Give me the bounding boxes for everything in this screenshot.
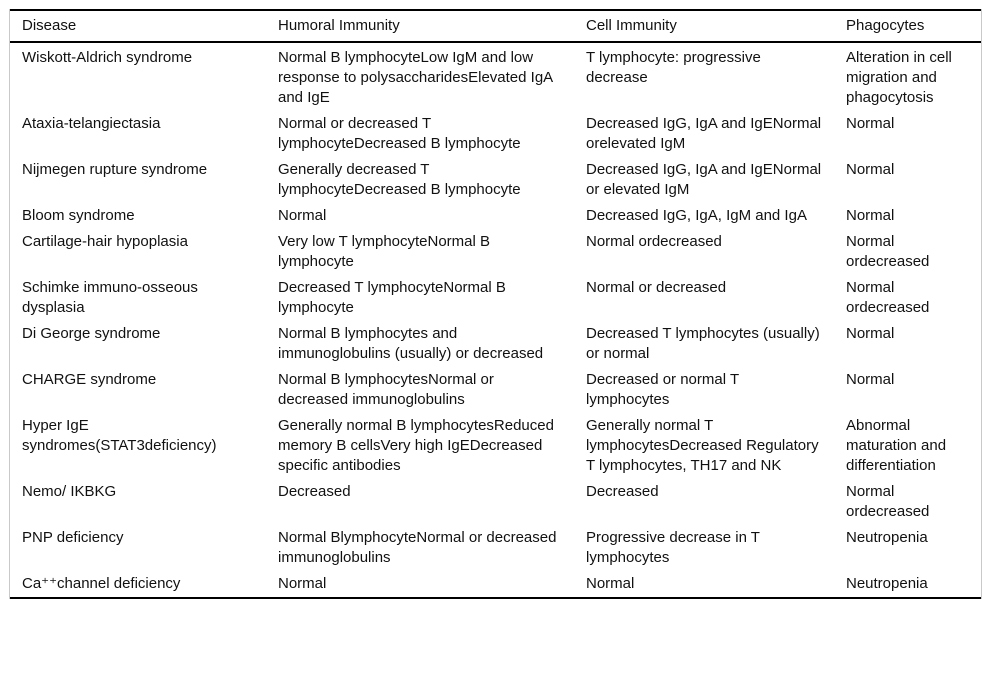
cell-cell-immunity: Decreased IgG, IgA and IgENormal or elev… bbox=[586, 161, 822, 198]
table-body: Wiskott-Aldrich syndrome Normal B lympho… bbox=[10, 42, 981, 598]
col-header-cell-immunity: Cell Immunity bbox=[586, 17, 677, 34]
cell-disease: Bloom syndrome bbox=[22, 207, 135, 224]
cell-disease: CHARGE syndrome bbox=[22, 371, 157, 388]
immunodeficiency-table-container: Disease Humoral Immunity Cell Immunity P… bbox=[9, 9, 982, 599]
cell-cell-immunity: Decreased IgG, IgA, IgM and IgA bbox=[586, 207, 807, 224]
cell-cell-immunity: Normal or decreased bbox=[586, 279, 727, 296]
cell-humoral: Normal B lymphocyteLow IgM and low respo… bbox=[278, 49, 553, 106]
cell-humoral: Very low T lymphocyteNormal B lymphocyte bbox=[278, 233, 491, 270]
cell-phagocytes: Alteration in cell migration and phagocy… bbox=[846, 49, 952, 106]
col-header-humoral-immunity: Humoral Immunity bbox=[278, 17, 400, 34]
table-row: Ataxia-telangiectasia Normal or decrease… bbox=[10, 111, 981, 157]
immunodeficiency-table: Disease Humoral Immunity Cell Immunity P… bbox=[10, 9, 981, 599]
cell-humoral: Normal bbox=[278, 575, 327, 592]
cell-phagocytes: Normal bbox=[846, 325, 895, 342]
table-row: Hyper IgE syndromes(STAT3deficiency) Gen… bbox=[10, 413, 981, 479]
cell-disease: Di George syndrome bbox=[22, 325, 161, 342]
header-row: Disease Humoral Immunity Cell Immunity P… bbox=[10, 10, 981, 42]
cell-cell-immunity: T lymphocyte: progressive decrease bbox=[586, 49, 761, 86]
cell-disease: Schimke immuno-osseous dysplasia bbox=[22, 279, 198, 316]
cell-cell-immunity: Decreased bbox=[586, 483, 659, 500]
cell-phagocytes: Normal ordecreased bbox=[846, 233, 930, 270]
cell-cell-immunity: Decreased or normal T lymphocytes bbox=[586, 371, 739, 408]
cell-phagocytes: Normal bbox=[846, 115, 895, 132]
cell-phagocytes: Abnormal maturation and differentiation bbox=[846, 417, 947, 474]
table-row: PNP deficiency Normal BlymphocyteNormal … bbox=[10, 525, 981, 571]
table-row: Di George syndrome Normal B lymphocytes … bbox=[10, 321, 981, 367]
cell-disease: Ataxia-telangiectasia bbox=[22, 115, 161, 132]
cell-humoral: Normal B lymphocytesNormal or decreased … bbox=[278, 371, 494, 408]
cell-disease: PNP deficiency bbox=[22, 529, 124, 546]
cell-humoral: Generally normal B lymphocytesReduced me… bbox=[278, 417, 554, 474]
cell-humoral: Normal BlymphocyteNormal or decreased im… bbox=[278, 529, 557, 566]
table-row: Bloom syndrome Normal Decreased IgG, IgA… bbox=[10, 203, 981, 229]
table-header: Disease Humoral Immunity Cell Immunity P… bbox=[10, 10, 981, 42]
cell-phagocytes: Neutropenia bbox=[846, 529, 928, 546]
cell-disease: Cartilage-hair hypoplasia bbox=[22, 233, 188, 250]
cell-disease: Wiskott-Aldrich syndrome bbox=[22, 49, 193, 66]
cell-cell-immunity: Progressive decrease in T lymphocytes bbox=[586, 529, 760, 566]
table-row: Schimke immuno-osseous dysplasia Decreas… bbox=[10, 275, 981, 321]
cell-disease: Ca⁺⁺channel deficiency bbox=[22, 575, 181, 592]
cell-cell-immunity: Normal ordecreased bbox=[586, 233, 722, 250]
cell-phagocytes: Normal ordecreased bbox=[846, 279, 930, 316]
table-row: Ca⁺⁺channel deficiency Normal Normal Neu… bbox=[10, 571, 981, 598]
cell-disease: Nemo/ IKBKG bbox=[22, 483, 117, 500]
cell-cell-immunity: Generally normal T lymphocytesDecreased … bbox=[586, 417, 819, 474]
table-row: CHARGE syndrome Normal B lymphocytesNorm… bbox=[10, 367, 981, 413]
cell-humoral: Decreased bbox=[278, 483, 351, 500]
table-row: Nijmegen rupture syndrome Generally decr… bbox=[10, 157, 981, 203]
cell-cell-immunity: Normal bbox=[586, 575, 635, 592]
col-header-disease: Disease bbox=[22, 17, 77, 34]
table-row: Wiskott-Aldrich syndrome Normal B lympho… bbox=[10, 42, 981, 111]
cell-phagocytes: Normal bbox=[846, 371, 895, 388]
cell-phagocytes: Normal ordecreased bbox=[846, 483, 930, 520]
cell-disease: Hyper IgE syndromes(STAT3deficiency) bbox=[22, 417, 217, 454]
cell-cell-immunity: Decreased IgG, IgA and IgENormal oreleva… bbox=[586, 115, 822, 152]
col-header-phagocytes: Phagocytes bbox=[846, 17, 925, 34]
cell-phagocytes: Neutropenia bbox=[846, 575, 928, 592]
cell-humoral: Decreased T lymphocyteNormal B lymphocyt… bbox=[278, 279, 506, 316]
cell-humoral: Normal or decreased T lymphocyteDecrease… bbox=[278, 115, 521, 152]
cell-phagocytes: Normal bbox=[846, 207, 895, 224]
table-row: Cartilage-hair hypoplasia Very low T lym… bbox=[10, 229, 981, 275]
cell-phagocytes: Normal bbox=[846, 161, 895, 178]
cell-humoral: Normal B lymphocytes and immunoglobulins… bbox=[278, 325, 544, 362]
cell-disease: Nijmegen rupture syndrome bbox=[22, 161, 208, 178]
cell-cell-immunity: Decreased T lymphocytes (usually) or nor… bbox=[586, 325, 820, 362]
table-row: Nemo/ IKBKG Decreased Decreased Normal o… bbox=[10, 479, 981, 525]
cell-humoral: Generally decreased T lymphocyteDecrease… bbox=[278, 161, 521, 198]
cell-humoral: Normal bbox=[278, 207, 327, 224]
